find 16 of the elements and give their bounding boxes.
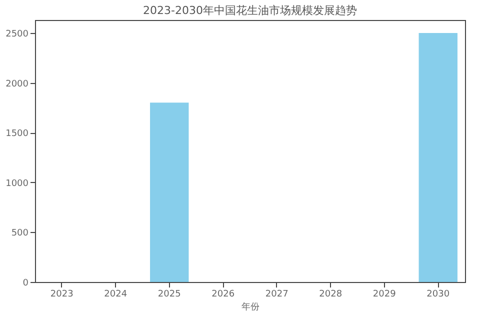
y-tick-label: 2000 — [6, 79, 29, 90]
x-tick-label: 2023 — [50, 290, 74, 300]
y-tick-label: 0 — [22, 278, 29, 288]
x-tick-label: 2026 — [212, 290, 235, 300]
x-tick-label: 2029 — [372, 290, 396, 300]
x-tick-label: 2027 — [265, 290, 288, 300]
x-tick-label: 2024 — [104, 290, 128, 300]
x-tick-label: 2030 — [426, 290, 450, 300]
chart-title: 2023-2030年中国花生油市场规模发展趋势 — [143, 4, 357, 17]
x-tick-label: 2025 — [158, 290, 181, 300]
y-tick-label: 1000 — [6, 178, 29, 189]
y-tick-label: 1500 — [6, 129, 29, 140]
y-tick-label: 2500 — [6, 29, 29, 40]
x-tick-label: 2028 — [319, 290, 342, 300]
x-axis-title: 年份 — [242, 302, 260, 312]
y-tick-label: 500 — [11, 228, 29, 239]
